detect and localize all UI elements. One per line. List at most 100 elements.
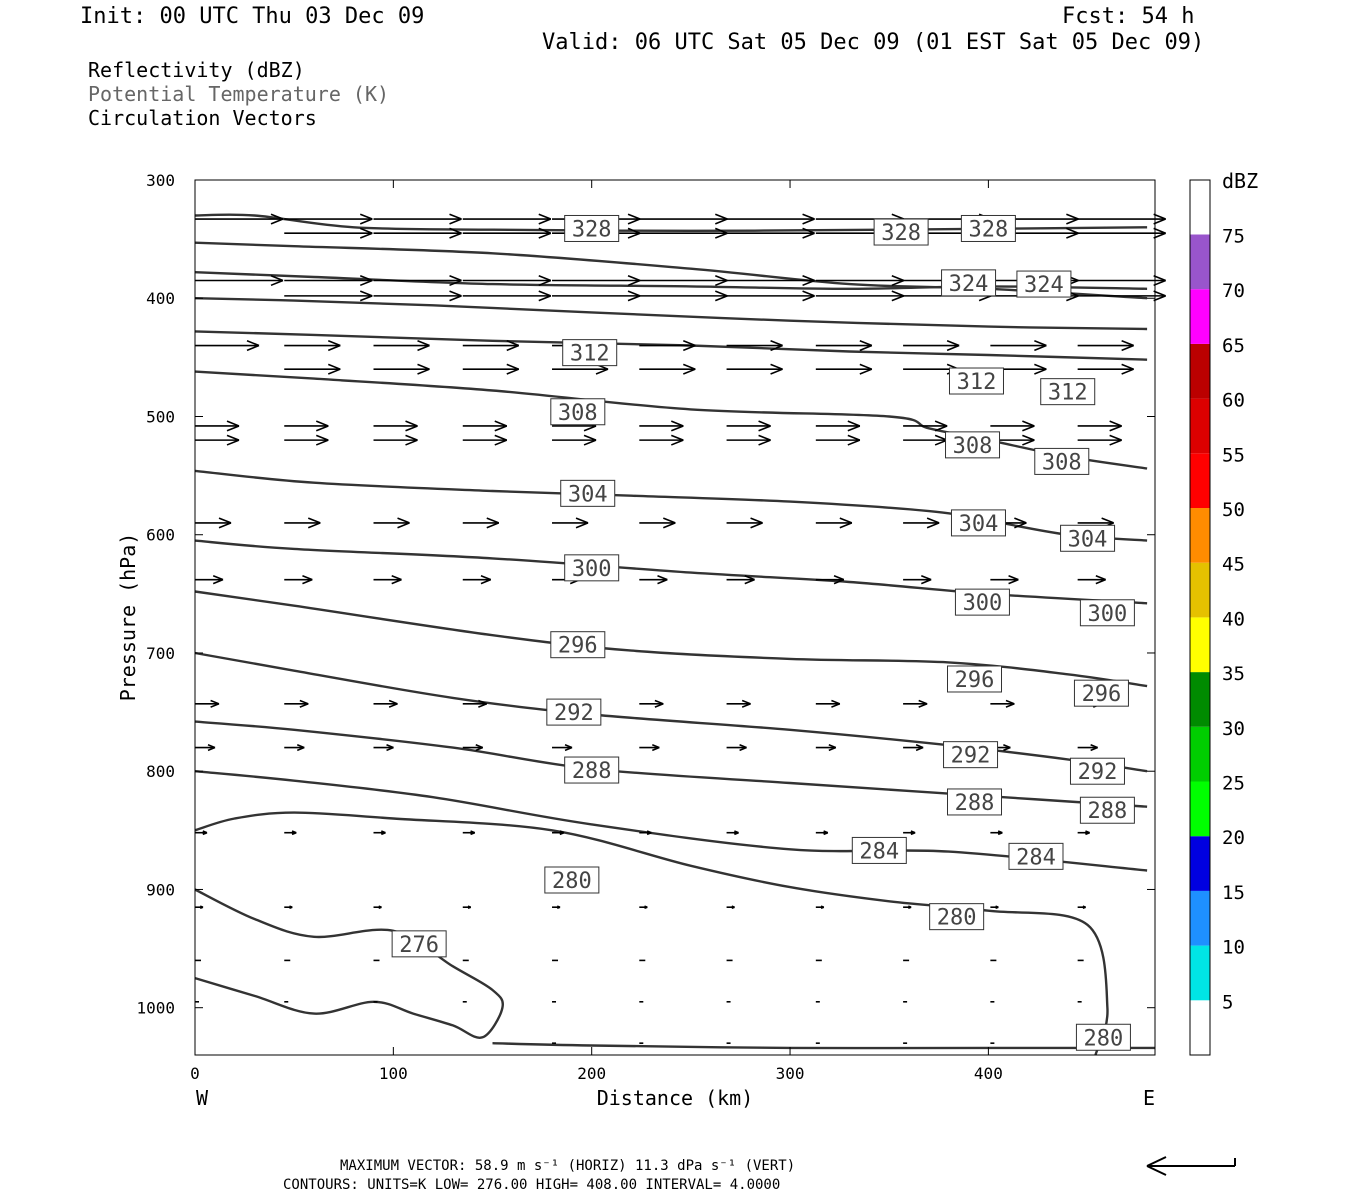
theta-contour [194, 241, 1148, 300]
contour-label-box [1008, 842, 1064, 870]
circulation-vector [284, 420, 329, 432]
vector-head [715, 295, 728, 302]
circulation-vector [373, 290, 462, 302]
vector-head [538, 290, 552, 297]
vector-head [1022, 434, 1035, 441]
vector-head [758, 420, 771, 427]
contour-label: 276 [391, 930, 447, 958]
vector-head [449, 218, 462, 225]
colorbar-segment [1190, 289, 1210, 344]
contour-label-text: 308 [953, 434, 993, 459]
contour-label-text: 304 [568, 482, 608, 507]
circulation-vector [726, 574, 755, 585]
vector-head [918, 703, 928, 708]
circulation-vector [990, 574, 1019, 585]
vector-head [859, 368, 873, 375]
contour-label-text: 288 [955, 791, 995, 816]
vector-head [715, 213, 728, 220]
contour-label-box [1060, 524, 1116, 552]
circulation-vector [726, 905, 735, 910]
vector-head [327, 363, 341, 370]
contour-label: 328 [873, 218, 929, 246]
vector-head [302, 574, 313, 581]
vector-head [417, 344, 430, 352]
vector-head [470, 831, 476, 836]
vector-head [770, 368, 783, 375]
vector-head [207, 746, 216, 752]
y-axis-label: Pressure (hPa) [116, 533, 140, 702]
vector-head [405, 420, 418, 427]
contour-label-box [943, 741, 999, 769]
vector-head [657, 578, 668, 585]
vector-head [397, 522, 410, 529]
vector-head [997, 831, 1003, 836]
contour-label-box [960, 214, 1016, 242]
vector-head [921, 578, 932, 585]
colorbar-segment [1190, 945, 1210, 1001]
vector-head [891, 213, 905, 220]
vector-head [1121, 368, 1134, 375]
circulation-vector [195, 339, 260, 352]
vector-head [1014, 517, 1027, 524]
colorbar-tick-label: 10 [1222, 937, 1245, 959]
contour-label-text: 300 [1088, 602, 1128, 627]
contour-label: 284 [1008, 842, 1064, 870]
vector-head [595, 368, 609, 375]
vector-head [918, 699, 928, 705]
circulation-vector [639, 339, 696, 352]
circulation-vector [462, 744, 484, 752]
vector-head [891, 295, 905, 302]
contour-label-text: 292 [951, 744, 991, 769]
colorbar-tick-label: 50 [1222, 499, 1245, 521]
circulation-vector [284, 227, 373, 239]
vector-head [478, 703, 488, 708]
vector-head [359, 274, 373, 282]
vector-head [859, 339, 873, 347]
vector-head [1153, 274, 1166, 282]
circulation-vector [903, 744, 924, 752]
vector-head [995, 906, 999, 910]
contour-label: 296 [947, 665, 1003, 693]
circulation-vector [726, 420, 771, 432]
vector-head [289, 906, 293, 910]
vector-head [758, 434, 771, 441]
y-tick-label: 500 [146, 407, 175, 426]
circulation-vector [639, 699, 664, 708]
contour-label: 296 [550, 631, 606, 659]
contour-label: 328 [960, 214, 1016, 242]
vector-head [210, 699, 220, 705]
vector-head [847, 420, 861, 427]
vector-head [833, 574, 845, 581]
vector-head [538, 218, 552, 225]
contour-label: 296 [1073, 679, 1129, 707]
circulation-vector [195, 274, 284, 287]
vector-head [475, 744, 484, 749]
circulation-vector [373, 213, 462, 225]
vector-head [405, 439, 418, 446]
contour-label-text: 288 [1088, 799, 1128, 824]
vector-head [926, 517, 940, 524]
contour-label-text: 280 [552, 869, 592, 894]
vector-head [770, 339, 783, 347]
contour-label: 324 [941, 269, 997, 297]
contour-label: 288 [1079, 796, 1135, 824]
contour-label-text: 280 [937, 906, 977, 931]
vector-head [627, 218, 641, 225]
x-tick-label: 100 [379, 1064, 408, 1083]
theta-contour [194, 370, 1148, 470]
circulation-vector [1077, 830, 1090, 836]
contour-label-text: 284 [1016, 845, 1056, 870]
max-vector-note: MAXIMUM VECTOR: 58.9 m s⁻¹ (HORIZ) 11.3 … [340, 1158, 796, 1174]
circulation-vector [990, 699, 1015, 708]
circulation-vector [639, 434, 684, 446]
contour-label: 308 [1034, 447, 1090, 475]
x-tick-label: 300 [776, 1064, 805, 1083]
vector-head [627, 290, 641, 297]
circulation-vector [639, 363, 696, 375]
contour-label: 284 [851, 836, 907, 864]
theta-contour [194, 770, 1148, 872]
vector-head [270, 279, 284, 287]
vector-head [1014, 522, 1027, 529]
circulation-vector [639, 274, 728, 287]
circulation-vector [195, 420, 240, 432]
